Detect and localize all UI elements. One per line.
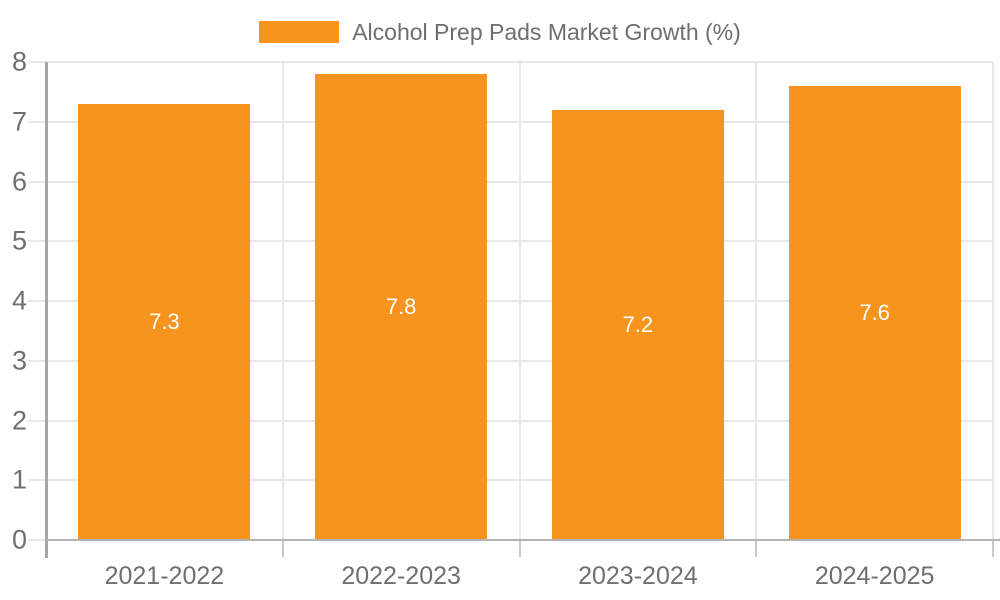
bar: 7.8 — [315, 73, 488, 540]
y-gridline — [28, 180, 993, 183]
y-gridline — [28, 240, 993, 243]
bar-value-label: 7.3 — [149, 308, 180, 334]
v-gridline — [281, 62, 284, 540]
bar: 7.6 — [788, 85, 961, 540]
y-tick-label: 6 — [11, 166, 27, 196]
x-tick-label: 2024-2025 — [814, 562, 935, 590]
x-tick-label: 2023-2024 — [578, 562, 698, 590]
y-gridline — [28, 120, 993, 123]
y-tick-mark — [28, 539, 46, 541]
bar-value-label: 7.2 — [622, 311, 654, 337]
bar-value-label: 7.6 — [859, 299, 890, 325]
bar: 7.2 — [551, 109, 724, 540]
y-gridline — [28, 419, 993, 422]
x-axis-line — [46, 538, 1000, 541]
x-tick-mark — [755, 540, 758, 557]
v-gridline — [755, 62, 758, 540]
bar-value-label: 7.8 — [385, 293, 417, 319]
chart-legend: Alcohol Prep Pads Market Growth (%) — [0, 18, 1000, 45]
y-tick-label: 3 — [11, 345, 27, 376]
y-axis-line — [45, 62, 48, 558]
legend-title: Alcohol Prep Pads Market Growth (%) — [352, 18, 741, 45]
y-gridline — [28, 300, 993, 302]
x-tick-label: 2021-2022 — [104, 562, 225, 590]
x-tick-mark — [281, 540, 284, 557]
y-tick-label: 2 — [11, 405, 27, 435]
y-tick-label: 8 — [11, 46, 27, 77]
y-gridline — [28, 359, 993, 362]
plot-area: 0 1 2 3 4 5 6 7 8 7.3 7.8 7.2 7.6 2021-2022 2022-2023 2… — [12, 48, 1000, 590]
x-tick-mark — [992, 540, 994, 557]
y-gridline — [28, 479, 993, 482]
y-tick-label: 4 — [11, 285, 27, 316]
y-gridline — [28, 61, 993, 63]
bar: 7.3 — [78, 103, 251, 540]
y-tick-label: 1 — [11, 464, 27, 495]
y-tick-label: 7 — [11, 106, 27, 137]
x-tick-label: 2022-2023 — [341, 562, 461, 590]
v-gridline — [992, 62, 994, 540]
y-tick-label: 5 — [11, 225, 27, 256]
y-tick-label: 0 — [11, 524, 27, 555]
legend-swatch — [259, 21, 340, 43]
v-gridline — [518, 62, 521, 540]
x-tick-mark — [518, 540, 521, 557]
